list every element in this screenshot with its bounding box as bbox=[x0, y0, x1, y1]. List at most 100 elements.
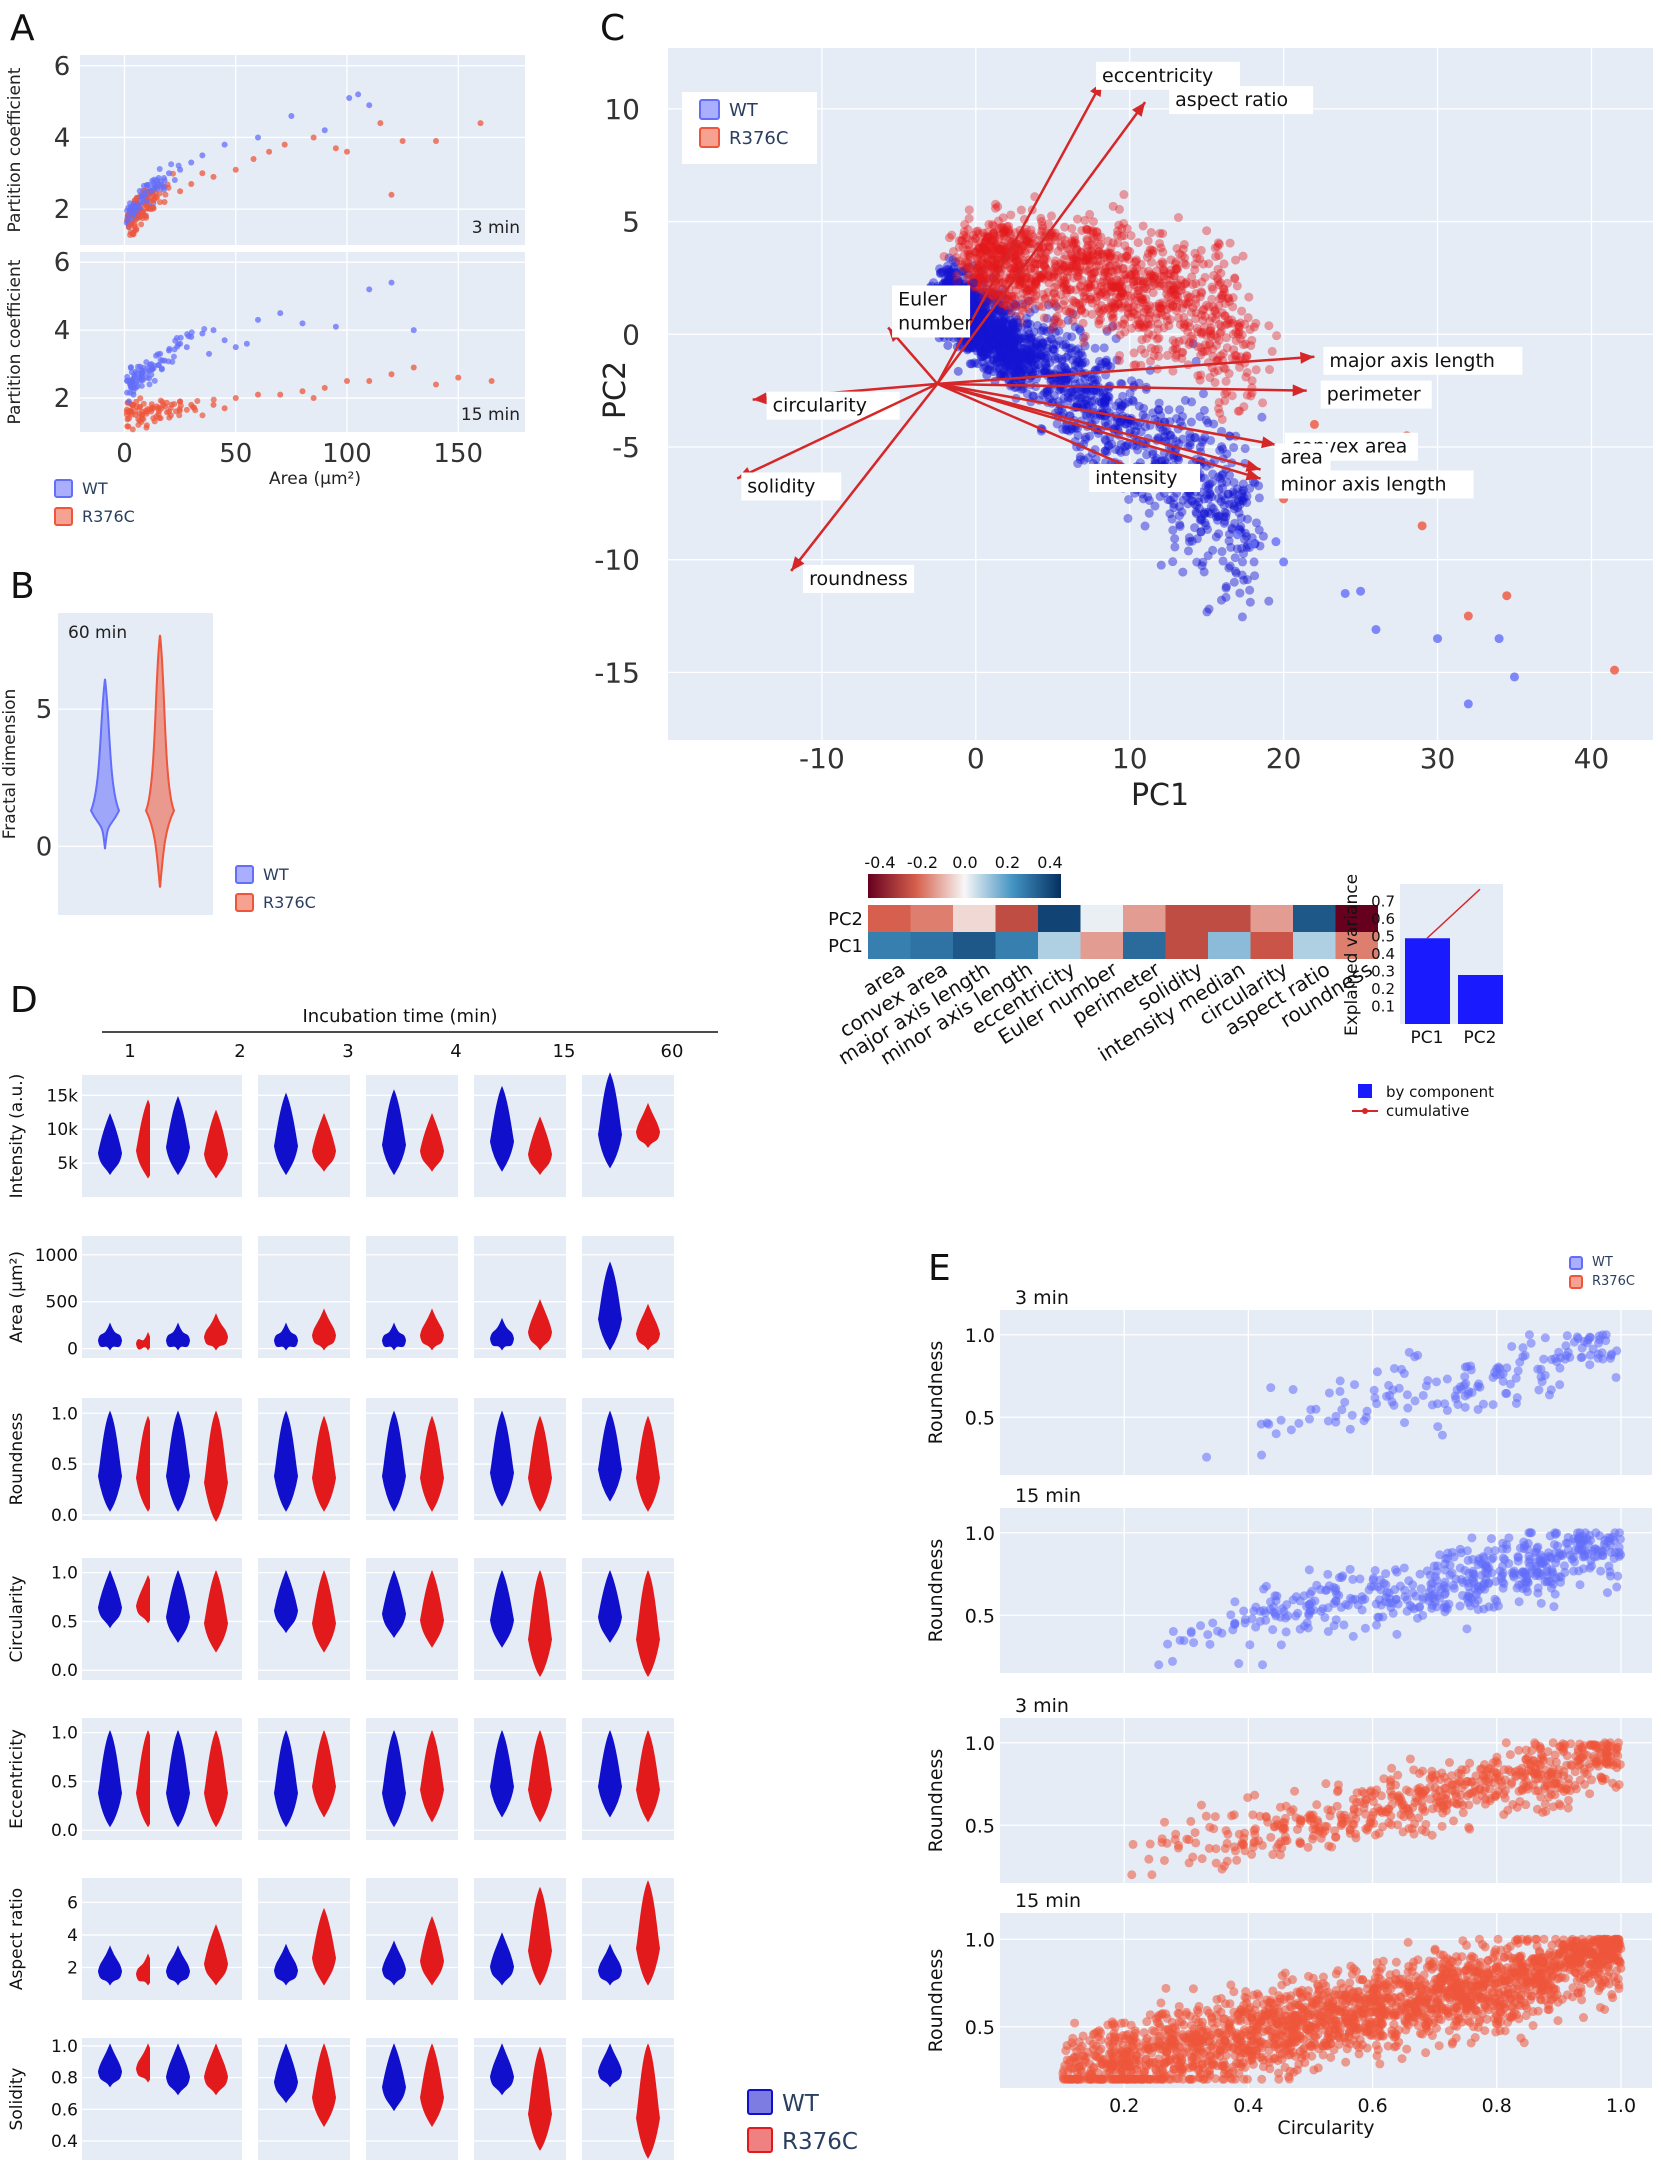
wt-point bbox=[1041, 350, 1051, 360]
loading-label: area bbox=[1281, 447, 1323, 469]
y-tick-label: 5k bbox=[57, 1154, 78, 1174]
y-tick-label: 4 bbox=[54, 123, 71, 153]
wt-point bbox=[1264, 596, 1274, 606]
colorbar-tick: 0.2 bbox=[995, 853, 1020, 872]
wt-point bbox=[1223, 489, 1233, 499]
wt-point bbox=[1142, 450, 1152, 460]
wt-point bbox=[140, 182, 147, 189]
x-tick-label: 30 bbox=[1420, 742, 1456, 775]
r376c-point bbox=[1081, 265, 1091, 275]
panel-label-e: E bbox=[928, 1248, 951, 1289]
loading-label: minor axis length bbox=[1281, 474, 1447, 496]
r376c-point bbox=[1067, 261, 1077, 271]
wt-point bbox=[1461, 1379, 1471, 1389]
y-axis-title: Roundness bbox=[925, 1341, 947, 1445]
wt-point bbox=[1534, 1385, 1544, 1395]
wt-point bbox=[1078, 333, 1088, 343]
r376c-point bbox=[1206, 331, 1216, 341]
wt-point bbox=[1042, 385, 1052, 395]
r376c-point bbox=[984, 219, 994, 229]
wt-point bbox=[1305, 1606, 1315, 1616]
wt-point bbox=[1323, 1569, 1333, 1579]
wt-point bbox=[1335, 1376, 1345, 1386]
loading-label: intensity bbox=[1095, 467, 1177, 489]
r376c-point bbox=[1258, 398, 1268, 408]
time-label: 2 bbox=[234, 1041, 245, 1062]
panel-d-plot bbox=[150, 1878, 242, 2000]
y-tick-label: -10 bbox=[594, 544, 640, 577]
wt-point bbox=[1502, 1363, 1512, 1373]
r376c-point bbox=[138, 221, 145, 228]
wt-point bbox=[1218, 556, 1228, 566]
r376c-point bbox=[1133, 238, 1143, 248]
r376c-point bbox=[1102, 324, 1112, 334]
wt-point bbox=[1166, 430, 1176, 440]
wt-point bbox=[1442, 1374, 1452, 1384]
wt-point bbox=[1201, 481, 1211, 491]
r376c-point bbox=[255, 391, 261, 398]
wt-point bbox=[1546, 1385, 1556, 1395]
r376c-point bbox=[1092, 261, 1102, 271]
wt-point bbox=[1462, 1624, 1472, 1634]
wt-point bbox=[1345, 1564, 1355, 1574]
r376c-point bbox=[1140, 348, 1150, 358]
r376c-point bbox=[1220, 389, 1230, 399]
r376c-point bbox=[1211, 252, 1221, 262]
wt-point bbox=[1179, 1636, 1189, 1646]
r376c-point bbox=[1066, 303, 1076, 313]
panel-d-plot bbox=[582, 2038, 674, 2160]
r376c-point bbox=[1190, 259, 1200, 269]
wt-point bbox=[1384, 1380, 1394, 1390]
plot-background bbox=[474, 1878, 566, 2000]
wt-point bbox=[1276, 1640, 1286, 1650]
wt-point bbox=[1168, 1656, 1178, 1666]
r376c-point bbox=[1327, 1842, 1337, 1852]
wt-point bbox=[1321, 1585, 1331, 1595]
wt-point bbox=[945, 271, 955, 281]
wt-point bbox=[1022, 319, 1032, 329]
wt-point bbox=[1494, 634, 1504, 644]
r376c-point bbox=[1030, 279, 1040, 289]
r376c-point bbox=[232, 166, 239, 173]
legend-wt-label: WT bbox=[82, 479, 108, 498]
r376c-point bbox=[1078, 256, 1088, 266]
wt-point bbox=[1157, 456, 1167, 466]
wt-point bbox=[1186, 1628, 1196, 1638]
r376c-point bbox=[1137, 313, 1147, 323]
wt-point bbox=[1156, 560, 1166, 570]
r376c-point bbox=[1183, 327, 1193, 337]
wt-point bbox=[1585, 1360, 1595, 1370]
wt-point bbox=[1359, 1416, 1369, 1426]
wt-point bbox=[1286, 1425, 1296, 1435]
wt-point bbox=[1068, 309, 1078, 319]
wt-point bbox=[1324, 1388, 1334, 1398]
wt-point bbox=[155, 361, 162, 368]
wt-point bbox=[1004, 305, 1014, 315]
wt-point bbox=[1081, 410, 1091, 420]
r376c-point bbox=[210, 396, 217, 403]
r376c-point bbox=[1080, 308, 1090, 318]
wt-point bbox=[1075, 378, 1085, 388]
wt-point bbox=[1123, 513, 1133, 523]
panel-d-plot bbox=[582, 1718, 674, 1840]
wt-point bbox=[1595, 1531, 1605, 1541]
wt-point bbox=[1144, 495, 1154, 505]
wt-point bbox=[1478, 1399, 1488, 1409]
wt-point bbox=[1345, 1424, 1355, 1434]
wt-point bbox=[127, 364, 134, 371]
r376c-point bbox=[1155, 259, 1165, 269]
wt-point bbox=[1100, 434, 1110, 444]
x-tick-label: 150 bbox=[433, 439, 483, 469]
r376c-point bbox=[129, 426, 136, 433]
r376c-point bbox=[1030, 259, 1040, 269]
wt-point bbox=[1043, 386, 1053, 396]
r376c-point bbox=[139, 412, 146, 419]
wt-point bbox=[1140, 521, 1150, 531]
wt-point bbox=[1165, 430, 1175, 440]
wt-point bbox=[1205, 1639, 1215, 1649]
r376c-point bbox=[124, 423, 131, 430]
wt-point bbox=[1550, 1548, 1560, 1558]
wt-point bbox=[1555, 1380, 1565, 1390]
